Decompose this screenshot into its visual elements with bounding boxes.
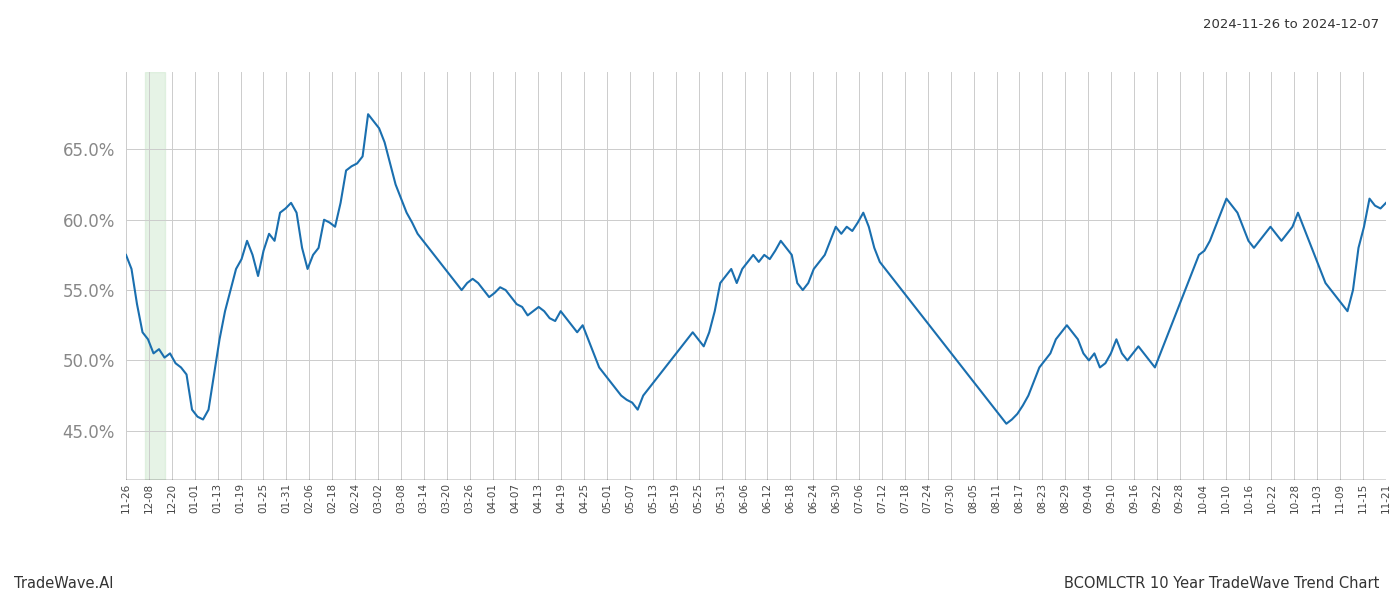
Text: TradeWave.AI: TradeWave.AI: [14, 576, 113, 591]
Text: 2024-11-26 to 2024-12-07: 2024-11-26 to 2024-12-07: [1203, 18, 1379, 31]
Bar: [146, 72, 165, 480]
Text: BCOMLCTR 10 Year TradeWave Trend Chart: BCOMLCTR 10 Year TradeWave Trend Chart: [1064, 576, 1379, 591]
